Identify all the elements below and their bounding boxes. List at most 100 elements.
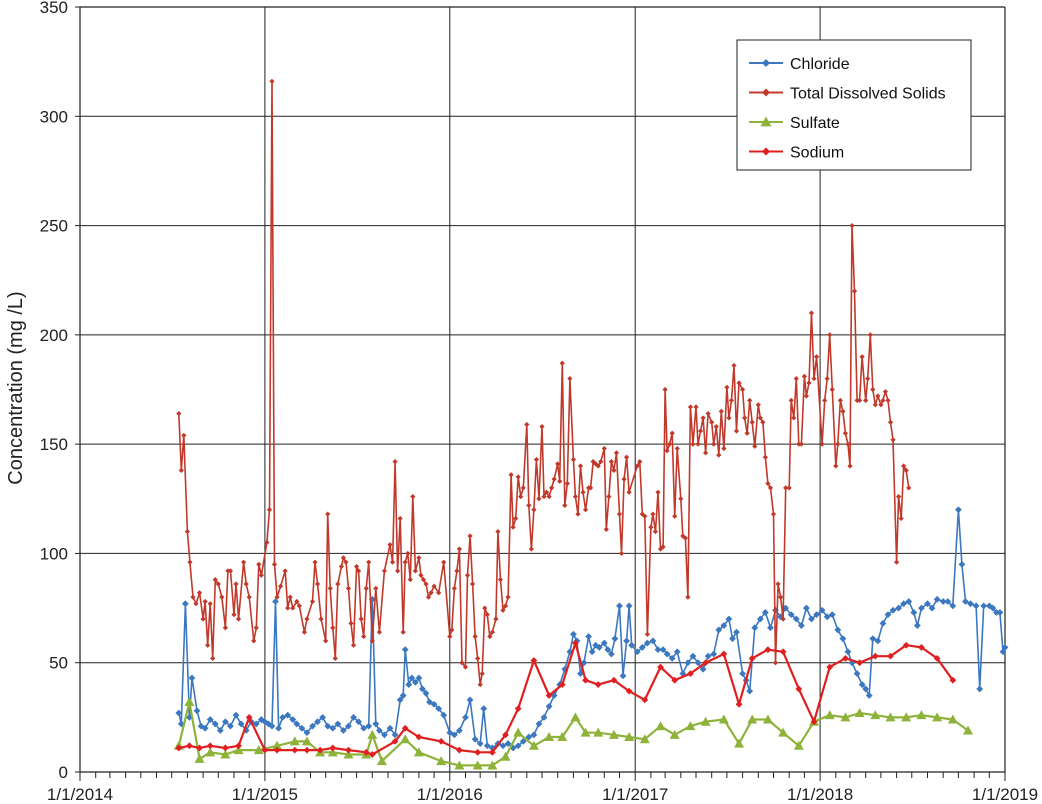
data-point [350, 642, 357, 648]
data-point [275, 724, 282, 732]
data-point [178, 467, 184, 473]
data-point [401, 646, 409, 653]
data-point [885, 397, 891, 404]
data-point [431, 583, 437, 589]
data-point [251, 638, 257, 644]
data-point [682, 535, 688, 541]
data-point [898, 515, 904, 522]
data-point [939, 598, 947, 605]
data-point [844, 648, 852, 656]
data-point [502, 603, 509, 609]
data-point [958, 560, 966, 568]
data-point [865, 692, 873, 699]
series-line [177, 700, 969, 767]
data-point [634, 463, 640, 469]
data-point [664, 448, 670, 454]
data-point [387, 542, 393, 548]
data-point [849, 222, 855, 229]
data-point [772, 660, 779, 666]
series-total-dissolved-solids [176, 78, 912, 688]
data-point [316, 746, 324, 754]
data-point [287, 594, 293, 600]
data-point [196, 590, 203, 596]
data-point [749, 419, 755, 425]
data-point [862, 685, 870, 693]
data-point [787, 611, 795, 619]
data-point [721, 445, 727, 452]
data-point [798, 441, 804, 447]
data-point [551, 476, 557, 482]
data-point [996, 609, 1004, 616]
data-point [365, 722, 373, 730]
data-point [312, 559, 318, 565]
data-point [668, 654, 676, 662]
data-point [476, 740, 484, 747]
data-point [654, 646, 662, 653]
data-point [483, 742, 491, 750]
data-point [900, 600, 908, 608]
x-axis: 1/1/2014 1/1/2015 1/1/2016 1/1/2017 1/1/2018… [47, 772, 1038, 804]
data-point [340, 727, 347, 734]
data-point [713, 424, 719, 430]
data-point [475, 655, 481, 661]
data-point [497, 577, 504, 583]
data-point [296, 603, 302, 609]
data-point [823, 613, 831, 621]
data-point [536, 496, 542, 502]
data-point [549, 485, 555, 491]
data-point [416, 555, 422, 561]
data-point [562, 502, 568, 508]
data-point [366, 559, 372, 565]
data-point [570, 630, 577, 638]
data-point [878, 402, 884, 408]
data-point [253, 625, 259, 631]
data-point [842, 654, 849, 662]
data-point [227, 722, 234, 730]
data-point [944, 598, 952, 605]
data-point [893, 559, 900, 565]
data-point [863, 397, 869, 404]
data-point [585, 633, 592, 640]
data-point [992, 609, 1000, 616]
data-point [524, 421, 530, 428]
data-point [616, 511, 623, 517]
data-point [395, 568, 401, 574]
data-point [626, 489, 632, 495]
data-point [826, 663, 834, 671]
data-point [603, 526, 609, 532]
data-point [266, 507, 273, 513]
data-point [874, 637, 882, 645]
legend-item: Chloride [749, 56, 850, 73]
data-point [221, 744, 229, 752]
series-sulfate [173, 697, 974, 770]
data-point [767, 485, 774, 491]
data-point [652, 528, 659, 535]
data-point [663, 650, 671, 658]
data-point [335, 581, 341, 587]
data-point [765, 480, 771, 487]
data-point [875, 393, 881, 399]
data-point [488, 748, 496, 756]
data-point [437, 738, 445, 745]
data-point [694, 659, 702, 667]
data-point [360, 724, 368, 732]
data-point [528, 740, 539, 750]
data-point [356, 568, 362, 574]
data-point [477, 681, 483, 688]
data-point [808, 310, 815, 316]
data-point [808, 615, 815, 623]
data-point [318, 616, 324, 622]
data-point [233, 581, 239, 587]
data-point [775, 581, 781, 587]
data-point [451, 585, 457, 591]
data-point [903, 467, 909, 473]
data-point [933, 595, 941, 603]
data-point [748, 654, 756, 662]
data-point [643, 639, 651, 647]
data-point [616, 602, 623, 610]
data-point [489, 629, 495, 635]
data-point [271, 561, 278, 567]
data-point [570, 712, 581, 722]
data-point [792, 615, 800, 623]
data-point [757, 415, 763, 421]
